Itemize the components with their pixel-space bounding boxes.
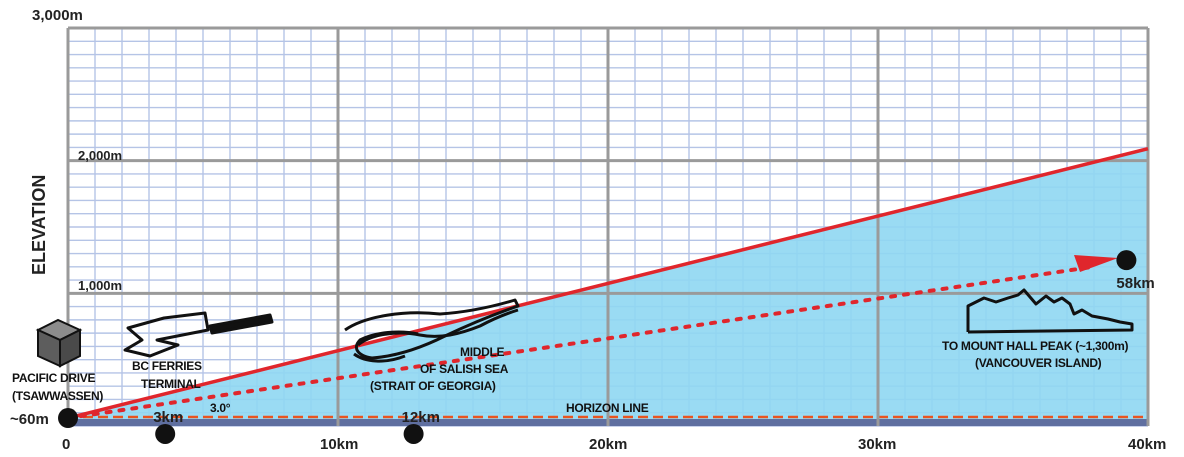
marker-dot	[58, 408, 78, 429]
salish-sea-label-line3: (STRAIT OF GEORGIA)	[370, 379, 496, 393]
bc-ferries-terminal-outline	[123, 311, 274, 358]
bc-ferries-label-line2: TERMINAL	[141, 377, 201, 391]
y-tick-3000m: 3,000m	[32, 7, 83, 24]
salish-sea-landmass-outline	[344, 298, 520, 363]
y-tick-1000m: 1,000m	[78, 278, 122, 293]
x-tick-0: 0	[62, 436, 70, 453]
marker-dot	[155, 423, 176, 444]
vancouver-island-mountain-outline	[966, 288, 1134, 334]
marker-dot	[1116, 250, 1137, 271]
y-tick-2000m: 2,000m	[78, 148, 122, 163]
marker-label: 3km	[153, 409, 183, 426]
major-grid	[66, 26, 1150, 426]
sightline	[67, 147, 1149, 420]
marker-label: 12km	[402, 409, 440, 426]
angle-label: 3.0°	[210, 401, 231, 415]
x-tick-10km: 10km	[320, 436, 358, 453]
mount-hall-label: TO MOUNT HALL PEAK (~1,300m)	[942, 339, 1128, 353]
marker-label: 58km	[1116, 275, 1154, 292]
dotted-sightline	[66, 265, 1091, 421]
arrow-head	[1074, 255, 1118, 272]
marker-label: ~60m	[10, 411, 49, 428]
marker-dot	[403, 423, 424, 444]
bc-ferries-label: BC FERRIES	[132, 359, 202, 373]
x-tick-30km: 30km	[858, 436, 896, 453]
salish-sea-label-line2: OF SALISH SEA	[420, 362, 509, 376]
markers-group: ~60m 3km 12km 58km	[10, 250, 1155, 444]
pacific-drive-label-line2: (TSAWWASSEN)	[12, 389, 103, 403]
x-tick-40km: 40km	[1128, 436, 1166, 453]
house-icon	[35, 318, 83, 368]
y-axis-label: ELEVATION	[29, 175, 49, 275]
horizon-label: HORIZON LINE	[566, 401, 649, 415]
mount-hall-label-line2: (VANCOUVER ISLAND)	[975, 356, 1102, 370]
x-tick-20km: 20km	[589, 436, 627, 453]
salish-sea-label: MIDDLE	[460, 345, 504, 359]
pacific-drive-label: PACIFIC DRIVE	[12, 371, 96, 385]
